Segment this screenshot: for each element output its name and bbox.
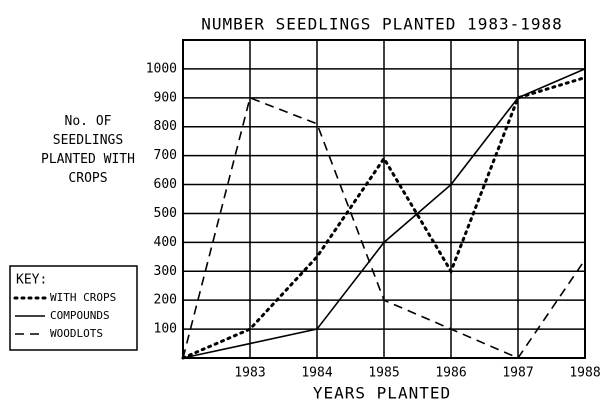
legend-box [9, 265, 138, 351]
y-tick-label: 100 [154, 322, 177, 337]
y-tick-label: 800 [154, 119, 177, 134]
y-tick-label: 900 [154, 90, 177, 105]
y-tick-label: 300 [154, 264, 177, 279]
legend-title: KEY: [16, 273, 47, 288]
series-line [182, 96, 586, 359]
chart-title: NUMBER SEEDLINGS PLANTED 1983-1988 [201, 15, 563, 34]
x-tick-label: 1987 [502, 366, 533, 381]
y-tick-label: 1000 [146, 61, 177, 76]
x-tick-label: 1986 [435, 366, 466, 381]
x-tick-label: 1985 [368, 366, 399, 381]
legend-label: WITH CROPS [50, 291, 116, 304]
series-line [182, 68, 586, 359]
legend-label: WOODLOTS [50, 327, 103, 340]
y-axis-label: No. OF SEEDLINGS PLANTED WITH CROPS [41, 114, 135, 186]
y-tick-label: 500 [154, 206, 177, 221]
legend-label: COMPOUNDS [50, 309, 110, 322]
x-tick-label: 1988 [569, 366, 600, 381]
y-tick-label: 700 [154, 148, 177, 163]
y-tick-label: 200 [154, 293, 177, 308]
x-tick-label: 1983 [234, 366, 265, 381]
y-tick-label: 400 [154, 235, 177, 250]
x-axis-label: YEARS PLANTED [313, 384, 451, 403]
x-tick-label: 1984 [301, 366, 332, 381]
y-tick-label: 600 [154, 177, 177, 192]
